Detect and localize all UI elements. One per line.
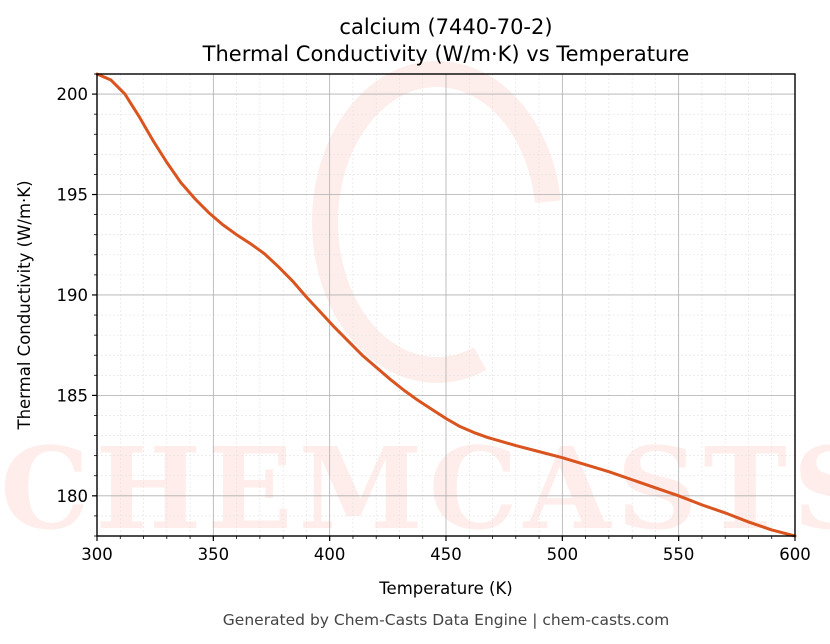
- x-tick-label: 400: [314, 545, 346, 564]
- watermark-text: CHEMCASTS: [0, 424, 830, 555]
- series-line: [95, 72, 797, 538]
- y-tick-label: 195: [57, 186, 89, 205]
- x-tick-label: 450: [430, 545, 462, 564]
- y-tick-label: 185: [57, 386, 89, 405]
- x-axis-label: Temperature (K): [378, 579, 512, 598]
- y-tick-label: 200: [57, 85, 89, 104]
- chart-title: calcium (7440-70-2): [339, 15, 552, 39]
- axis-ticks: 300 350 400 450 500 550 600 180 185 190 195 200: [57, 73, 811, 564]
- x-tick-label: 600: [779, 545, 811, 564]
- x-tick-label: 500: [547, 545, 579, 564]
- y-tick-label: 180: [57, 487, 89, 506]
- footer-credit: Generated by Chem-Casts Data Engine | ch…: [223, 611, 669, 629]
- x-tick-label: 350: [198, 545, 230, 564]
- x-tick-label: 550: [663, 545, 695, 564]
- chart-subtitle: Thermal Conductivity (W/m·K) vs Temperat…: [202, 42, 690, 66]
- y-tick-label: 190: [57, 286, 89, 305]
- watermark-logo: CHEMCASTS: [0, 61, 830, 555]
- x-tick-label: 300: [81, 545, 113, 564]
- y-axis-label: Thermal Conductivity (W/m·K): [15, 180, 34, 430]
